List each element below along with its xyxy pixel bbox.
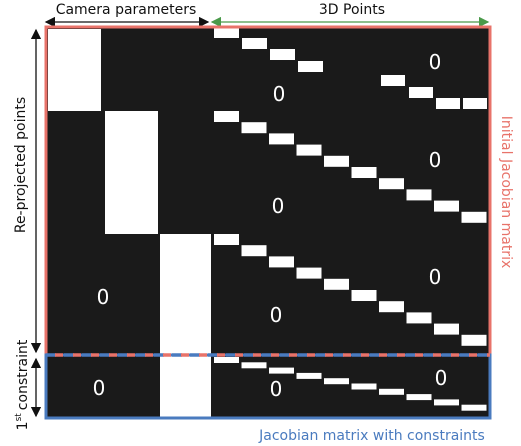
zero-label: 0: [270, 377, 283, 401]
point-block: [296, 144, 322, 156]
point-block: [434, 323, 459, 335]
point-blocks: [214, 27, 514, 416]
point-block: [324, 378, 349, 385]
camera-parameters-label: Camera parameters: [56, 2, 197, 18]
point-block: [214, 111, 239, 122]
point-block: [406, 394, 432, 401]
point-block: [296, 267, 322, 279]
zero-label: 0: [435, 366, 448, 390]
zero-label: 0: [93, 376, 106, 400]
point-block: [489, 346, 514, 357]
point-block: [214, 234, 239, 245]
point-block: [214, 27, 239, 38]
point-block: [489, 223, 514, 234]
reprojected-points-label: Re-projected points: [13, 97, 29, 233]
point-block: [324, 155, 349, 167]
point-block: [461, 211, 487, 223]
zero-label: 0: [270, 303, 283, 327]
point-block: [298, 61, 323, 72]
point-block: [241, 245, 267, 257]
point-block: [241, 362, 267, 369]
zero-label: 0: [97, 285, 110, 309]
point-block: [379, 388, 404, 395]
point-block: [242, 38, 267, 49]
constraint-jacobian-label: Jacobian matrix with constraints: [258, 428, 485, 444]
zero-label: 0: [429, 265, 442, 289]
point-block: [214, 357, 239, 363]
point-block: [351, 383, 377, 390]
zero-label: 0: [429, 50, 442, 74]
point-block: [489, 410, 514, 416]
point-block: [409, 87, 433, 98]
constraint-word: constraint: [15, 339, 31, 410]
points-3d-label: 3D Points: [319, 2, 385, 18]
point-block: [461, 404, 487, 411]
camera-block-2: [105, 111, 158, 234]
point-block: [379, 178, 404, 190]
point-block: [381, 75, 405, 86]
point-block: [269, 367, 294, 374]
point-block: [270, 49, 295, 60]
point-block: [351, 167, 377, 178]
zero-label: 0: [272, 194, 285, 218]
camera-block-3: [160, 234, 211, 418]
point-block: [296, 372, 322, 379]
point-block: [379, 301, 404, 313]
point-block: [434, 200, 459, 212]
constraint-number: 1: [15, 421, 31, 430]
camera-block-1: [48, 29, 101, 111]
constraint-superscript: st: [14, 413, 24, 422]
point-block: [406, 189, 432, 201]
point-block: [463, 98, 487, 109]
point-block: [241, 122, 267, 134]
point-block: [269, 133, 294, 145]
constraint-label: 1st constraint: [14, 339, 31, 430]
point-block: [351, 290, 377, 301]
point-block: [436, 98, 460, 109]
point-block: [434, 399, 459, 406]
zero-label: 0: [273, 82, 286, 106]
initial-jacobian-label: Initial Jacobian matrix: [498, 116, 514, 268]
point-block: [269, 256, 294, 268]
zero-label: 0: [429, 148, 442, 172]
point-block: [461, 334, 487, 346]
point-block: [406, 312, 432, 324]
point-block: [324, 278, 349, 290]
